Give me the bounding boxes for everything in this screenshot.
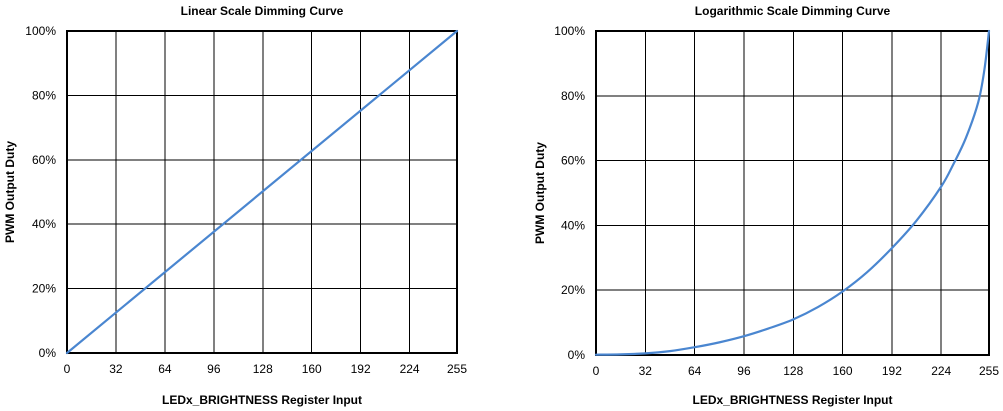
linear-x-tick-label: 160	[302, 362, 322, 376]
log-y-tick-label: 20%	[561, 283, 585, 297]
log-x-tick-label: 160	[833, 364, 853, 378]
linear-dimming-curve-line	[65, 29, 459, 355]
log-y-axis-title: PWM Output Duty	[533, 142, 547, 244]
linear-y-tick-label: 0%	[39, 346, 57, 360]
log-dimming-curve-line	[594, 29, 991, 356]
log-x-tick-label: 0	[593, 364, 600, 378]
linear-x-tick-label: 224	[400, 362, 420, 376]
log-x-tick-label: 64	[688, 364, 702, 378]
linear-y-tick-label: 40%	[32, 217, 56, 231]
linear-x-tick-label: 192	[351, 362, 371, 376]
linear-y-axis-title: PWM Output Duty	[3, 141, 17, 243]
log-x-tick-label: 32	[639, 364, 653, 378]
log-y-tick-label: 40%	[561, 218, 585, 232]
linear-y-tick-label: 20%	[32, 282, 56, 296]
linear-plot-area	[66, 30, 458, 354]
linear-x-tick-label: 0	[64, 362, 71, 376]
log-x-tick-label: 192	[882, 364, 902, 378]
linear-chart-title: Linear Scale Dimming Curve	[181, 4, 344, 18]
linear-y-tick-label: 80%	[32, 88, 56, 102]
log-x-tick-label: 255	[979, 364, 999, 378]
logarithmic-dimming-chart: Logarithmic Scale Dimming Curve 0 32 64 96 12…	[533, 4, 999, 407]
linear-x-tick-label: 128	[253, 362, 273, 376]
log-x-axis-title: LEDx_BRIGHTNESS Register Input	[692, 393, 892, 407]
log-y-tick-label: 80%	[561, 89, 585, 103]
log-x-tick-label: 128	[783, 364, 803, 378]
linear-dimming-chart: Linear Scale Dimming Curve 0 32 64 96 128 160 1…	[3, 4, 467, 407]
linear-y-tick-label: 100%	[25, 24, 56, 38]
linear-x-tick-label: 255	[447, 362, 467, 376]
linear-x-axis-title: LEDx_BRIGHTNESS Register Input	[162, 393, 362, 407]
log-y-tick-label: 0%	[568, 348, 586, 362]
linear-x-tick-label: 32	[109, 362, 123, 376]
log-y-tick-label: 100%	[554, 24, 585, 38]
log-chart-title: Logarithmic Scale Dimming Curve	[695, 4, 891, 18]
log-y-tick-label: 60%	[561, 154, 585, 168]
linear-x-tick-label: 64	[158, 362, 172, 376]
log-x-tick-label: 96	[737, 364, 751, 378]
log-x-tick-label: 224	[931, 364, 951, 378]
linear-y-tick-label: 60%	[32, 153, 56, 167]
log-plot-area	[595, 30, 990, 356]
linear-x-tick-label: 96	[207, 362, 221, 376]
